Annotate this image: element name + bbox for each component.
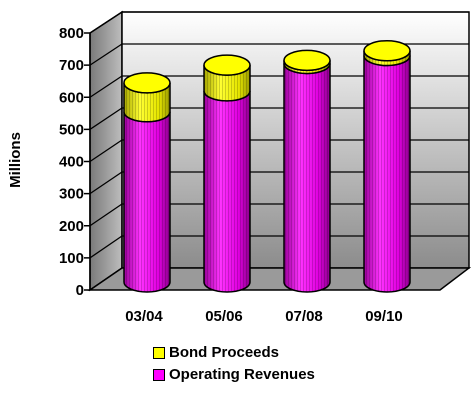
y-tick-label: 200 xyxy=(59,218,84,235)
y-tick-label: 500 xyxy=(59,121,84,138)
y-tick-label: 100 xyxy=(59,250,84,267)
legend-swatch-bond-proceeds xyxy=(153,347,165,359)
bar-group xyxy=(203,54,251,293)
bar-segment-texture xyxy=(204,90,250,292)
x-tick-label: 05/06 xyxy=(205,308,243,325)
legend-swatch-operating-revenues xyxy=(153,369,165,381)
gridline-side xyxy=(89,171,123,195)
bar-segment-texture xyxy=(284,63,330,292)
y-tick-label: 800 xyxy=(59,25,84,42)
bar-group xyxy=(123,72,171,293)
gridline-side xyxy=(89,107,123,130)
bar-top-cap xyxy=(203,54,251,76)
x-tick-label: 03/04 xyxy=(125,308,163,325)
y-tick-label: 300 xyxy=(59,186,84,203)
legend: Bond Proceeds Operating Revenues xyxy=(153,342,315,386)
bar-segment-texture xyxy=(364,55,411,292)
gridline-side xyxy=(89,203,123,227)
bar-top-cap xyxy=(283,49,331,72)
y-tick-label: 700 xyxy=(59,57,84,74)
bar-group xyxy=(363,39,411,293)
gridline-side xyxy=(89,75,123,98)
bar-group xyxy=(283,49,331,293)
bar-segment-texture xyxy=(364,50,411,66)
legend-item-bond-proceeds: Bond Proceeds xyxy=(153,342,315,364)
legend-label: Bond Proceeds xyxy=(169,344,280,361)
bar-top-cap xyxy=(363,39,411,62)
bar-segment-texture xyxy=(284,60,330,74)
bar-top-cap xyxy=(123,72,171,94)
legend-item-operating-revenues: Operating Revenues xyxy=(153,364,315,386)
x-tick-label: 09/10 xyxy=(365,308,403,325)
y-tick-label: 600 xyxy=(59,89,84,106)
y-axis-title: Millions xyxy=(7,132,24,188)
gridline-side xyxy=(89,139,123,163)
y-tick-label: 400 xyxy=(59,154,84,171)
gridline-side xyxy=(89,235,123,259)
bar-segment-texture xyxy=(124,111,170,292)
y-tick-label: 0 xyxy=(76,282,84,299)
legend-label: Operating Revenues xyxy=(169,366,315,383)
gridline-side xyxy=(89,11,123,34)
x-tick-label: 07/08 xyxy=(285,308,323,325)
bar-segment-texture xyxy=(124,82,170,122)
gridline-side xyxy=(89,43,123,66)
